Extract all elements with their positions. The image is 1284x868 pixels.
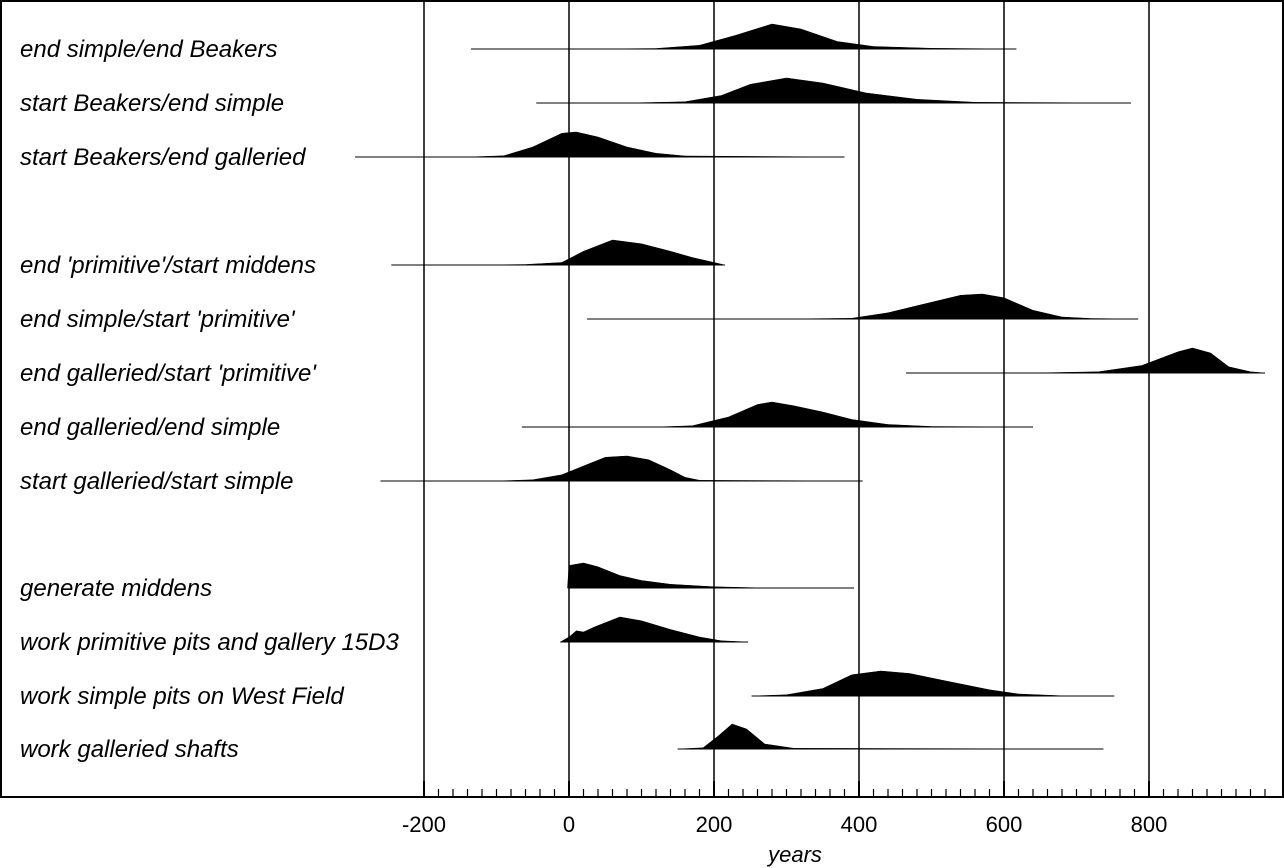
tick-label: 200 xyxy=(696,812,733,837)
chart-rows: end simple/end Beakers start Beakers/end … xyxy=(20,23,1266,763)
row: end galleried/end simple xyxy=(20,401,1034,441)
row: start galleried/start simple xyxy=(20,455,863,495)
distribution-shape xyxy=(536,77,1132,104)
distribution-shape xyxy=(677,723,1104,750)
distribution-shape xyxy=(905,347,1266,374)
row: end simple/end Beakers xyxy=(20,23,1017,63)
row-label: end galleried/end simple xyxy=(20,414,280,441)
row-label: end simple/end Beakers xyxy=(20,36,277,63)
tick-label: 0 xyxy=(563,812,575,837)
distribution-shape xyxy=(567,562,855,589)
row-label: end galleried/start 'primitive' xyxy=(20,360,317,387)
distribution-shape xyxy=(354,131,845,158)
distribution-shape xyxy=(586,293,1139,320)
x-axis-title: years xyxy=(766,842,822,867)
row: generate middens xyxy=(20,562,855,602)
row-label: end 'primitive'/start middens xyxy=(20,252,316,279)
plot-frame xyxy=(0,0,1284,798)
tick-label: 400 xyxy=(841,812,878,837)
row-label: work galleried shafts xyxy=(20,736,239,763)
row: end 'primitive'/start middens xyxy=(20,239,726,279)
tick-label: 600 xyxy=(986,812,1023,837)
distribution-shape xyxy=(751,670,1115,697)
distribution-shape xyxy=(380,455,863,482)
row-label: work simple pits on West Field xyxy=(20,683,344,710)
row-label: start Beakers/end galleried xyxy=(20,144,306,171)
row: work galleried shafts xyxy=(20,723,1104,763)
row: end simple/start 'primitive' xyxy=(20,293,1139,333)
distribution-shape xyxy=(470,23,1017,50)
tick-label: 800 xyxy=(1131,812,1168,837)
row-label: end simple/start 'primitive' xyxy=(20,306,296,333)
distribution-shape xyxy=(391,239,726,266)
row: start Beakers/end simple xyxy=(20,77,1132,117)
row: start Beakers/end galleried xyxy=(20,131,845,171)
row: end galleried/start 'primitive' xyxy=(20,347,1266,387)
row: work simple pits on West Field xyxy=(20,670,1115,710)
row-label: start Beakers/end simple xyxy=(20,90,284,117)
row-label: start galleried/start simple xyxy=(20,468,293,495)
grid-lines xyxy=(423,2,1150,797)
row-label: work primitive pits and gallery 15D3 xyxy=(20,629,399,656)
row-label: generate middens xyxy=(20,575,212,602)
row: work primitive pits and gallery 15D3 xyxy=(20,616,749,656)
distribution-shape xyxy=(560,616,749,643)
distribution-shape xyxy=(521,401,1034,428)
x-axis: -200 0 200 400 600 800 xyxy=(402,781,1266,837)
tick-label: -200 xyxy=(402,812,446,837)
